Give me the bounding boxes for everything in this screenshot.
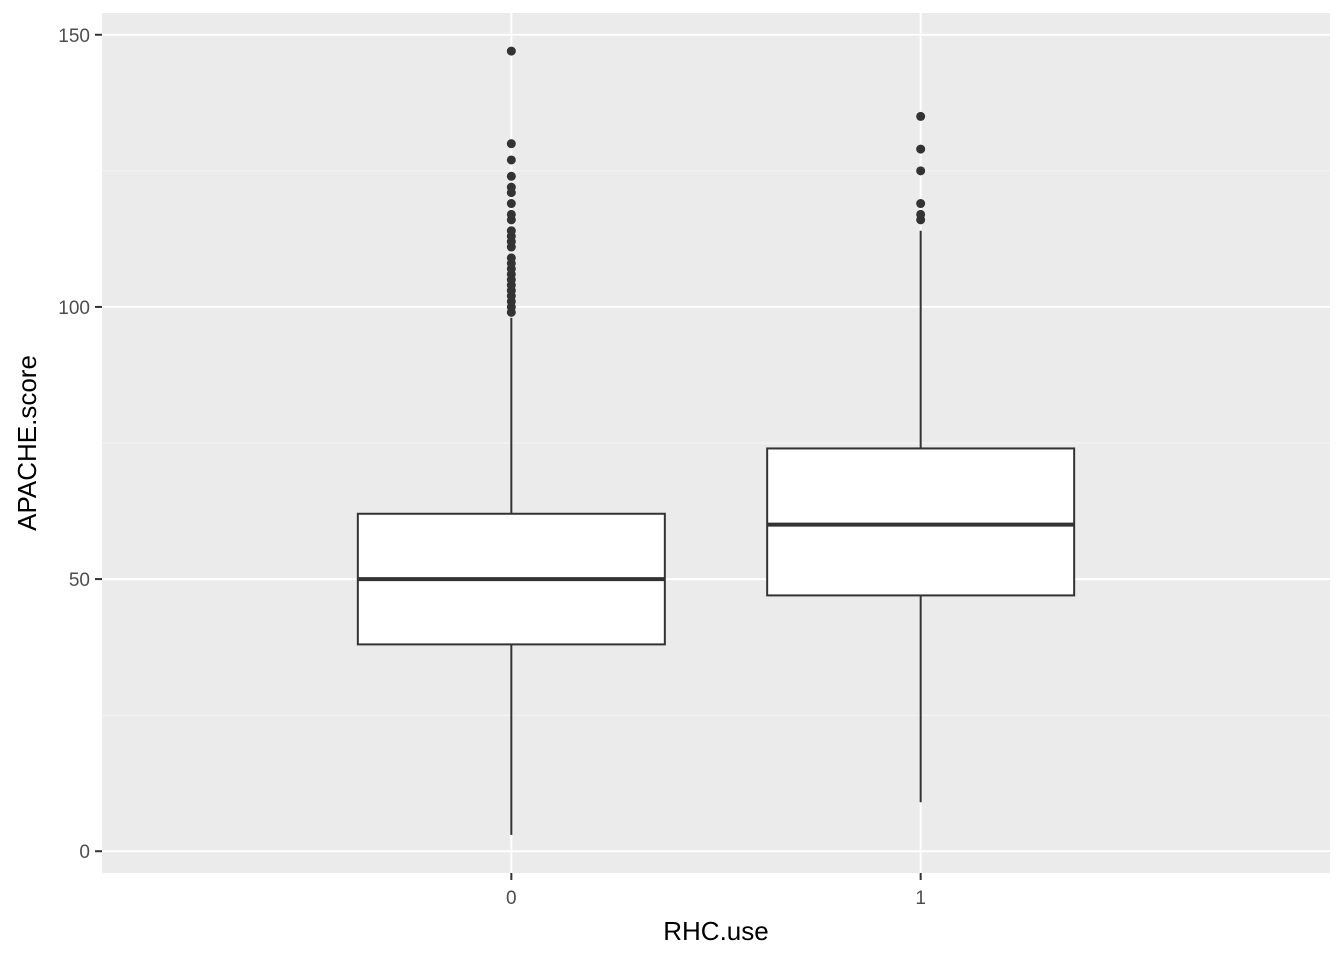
outlier-point <box>506 171 516 181</box>
outlier-point <box>506 182 516 192</box>
outlier-point <box>506 139 516 149</box>
outlier-point <box>916 144 926 154</box>
x-tick-label: 0 <box>506 888 517 909</box>
outlier-point <box>506 199 516 209</box>
x-axis-title: RHC.use <box>663 916 768 946</box>
box-layer <box>356 46 1076 835</box>
outlier-point <box>506 46 516 56</box>
outlier-point <box>506 209 516 219</box>
y-tick-label: 50 <box>69 570 90 591</box>
y-axis-title: APACHE.score <box>12 355 42 531</box>
outlier-point <box>506 226 516 236</box>
y-tick-label: 150 <box>58 26 90 47</box>
y-tick-label: 100 <box>58 298 90 319</box>
box-group <box>356 46 666 835</box>
axis-ticks: 0 50 100 150 0 1 <box>58 26 926 909</box>
outlier-point <box>506 155 516 165</box>
y-tick-label: 0 <box>79 842 90 863</box>
outlier-point <box>916 166 926 176</box>
outlier-point <box>916 199 926 209</box>
x-tick-label: 1 <box>915 888 926 909</box>
outlier-point <box>506 253 516 263</box>
outlier-point <box>916 209 926 219</box>
outlier-point <box>916 111 926 121</box>
box-group <box>766 111 1076 803</box>
box <box>766 447 1076 597</box>
